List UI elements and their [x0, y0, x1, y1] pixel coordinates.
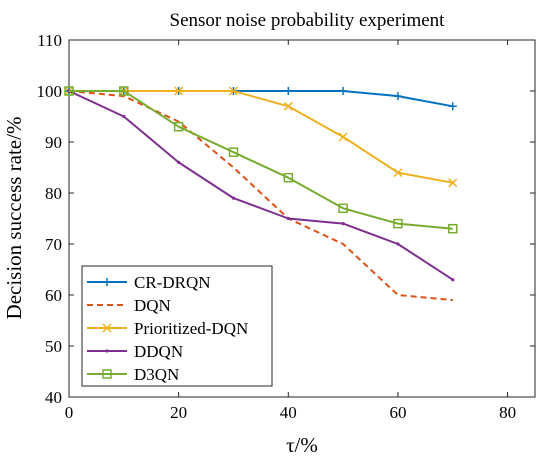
- series-line: [69, 90, 453, 230]
- series-dqn: [68, 90, 453, 302]
- data-point: [448, 223, 458, 234]
- data-point: [284, 87, 293, 95]
- x-tick-label: 40: [280, 403, 297, 422]
- x-tick-label: 60: [389, 403, 406, 422]
- data-point: [119, 86, 129, 96]
- legend-marker: [105, 349, 109, 353]
- legend-marker: [102, 369, 112, 379]
- data-point: [64, 86, 74, 96]
- x-tick-label: 0: [65, 403, 74, 422]
- chart-title: Sensor noise probability experiment: [170, 10, 446, 31]
- data-point: [174, 86, 184, 96]
- data-point: [396, 242, 400, 246]
- data-point: [283, 172, 294, 183]
- data-point: [393, 92, 402, 101]
- data-point: [338, 132, 348, 142]
- data-point: [393, 168, 403, 178]
- data-point: [122, 114, 126, 119]
- data-point: [341, 222, 345, 226]
- series-line: [68, 90, 453, 302]
- series-line: [68, 90, 454, 281]
- legend-label: DDQN: [134, 342, 183, 361]
- series-d3qn: [64, 86, 458, 234]
- axis-ticks: 0 20 40 60 80 40 50 60 70 80 90 100 110: [37, 31, 535, 422]
- data-point: [338, 203, 348, 214]
- data-point: [231, 196, 236, 200]
- legend: CR-DRQN DQN Prioritized-DQN DDQN D3QN: [81, 265, 273, 387]
- x-tick-label: 20: [170, 403, 187, 422]
- legend-label: CR-DRQN: [134, 273, 211, 292]
- y-tick-label: 80: [45, 184, 62, 203]
- data-point: [228, 86, 239, 96]
- data-point: [339, 87, 348, 95]
- data-point: [283, 101, 293, 111]
- data-point: [451, 278, 455, 282]
- data-point: [286, 216, 290, 221]
- data-point: [173, 121, 184, 132]
- data-point: [393, 218, 403, 229]
- y-tick-label: 90: [45, 133, 62, 152]
- series-layer: [64, 86, 458, 302]
- data-point: [228, 147, 239, 157]
- y-tick-label: 40: [45, 388, 62, 407]
- legend-label: Prioritized-DQN: [134, 319, 248, 338]
- legend-marker: [102, 323, 112, 333]
- y-tick-label: 100: [37, 82, 63, 101]
- legend-label: DQN: [134, 296, 171, 315]
- legend-box: [81, 265, 273, 387]
- series-line: [69, 90, 453, 184]
- y-tick-label: 110: [37, 31, 62, 50]
- y-tick-label: 70: [45, 235, 62, 254]
- legend-marker: [103, 278, 111, 286]
- y-tick-label: 50: [45, 337, 62, 356]
- y-axis-label: Decision success rate/%: [2, 117, 26, 320]
- legend-label: D3QN: [134, 365, 179, 384]
- data-point: [448, 102, 457, 111]
- x-axis-label: τ/%: [286, 433, 318, 457]
- data-point: [448, 178, 458, 188]
- x-tick-label: 80: [499, 403, 516, 422]
- data-point: [177, 160, 181, 164]
- y-tick-label: 60: [45, 286, 62, 305]
